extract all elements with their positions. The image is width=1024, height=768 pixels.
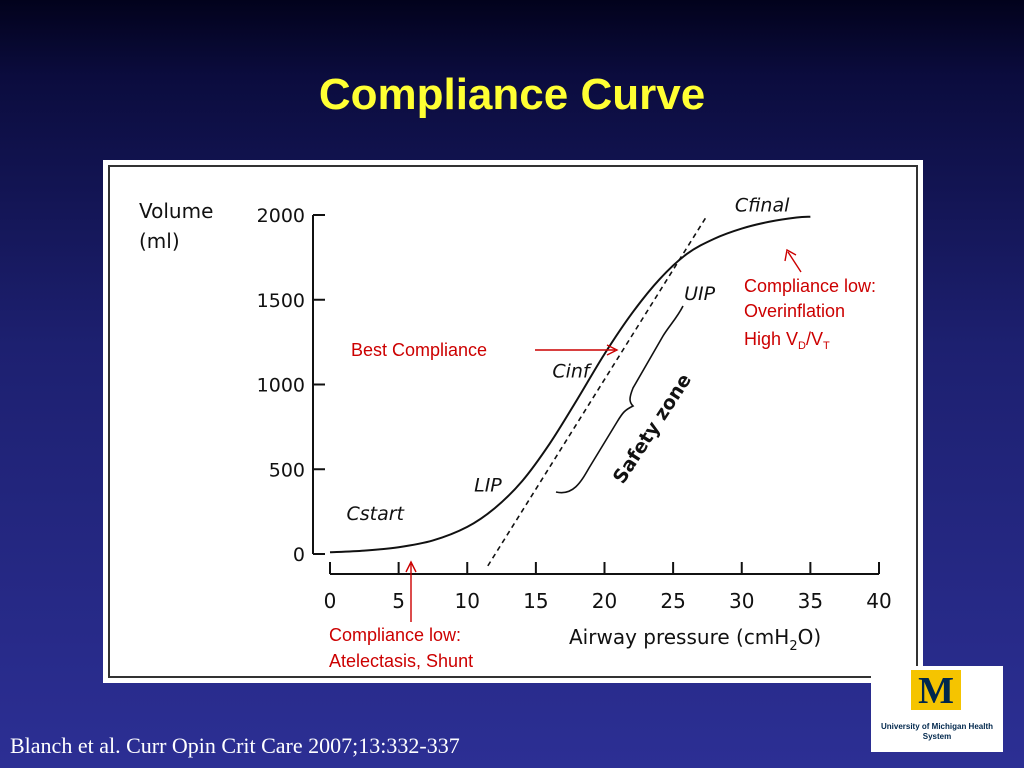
- x-tick-label: 20: [592, 589, 617, 613]
- x-tick-label: 10: [455, 589, 480, 613]
- safety-zone-brace: [555, 305, 684, 494]
- x-tick-label: 0: [324, 589, 337, 613]
- safety-zone-label: Safety zone: [609, 370, 696, 488]
- overinflation-arrow: [787, 251, 802, 273]
- x-tick-label: 40: [866, 589, 891, 613]
- logo-text: University of Michigan Health System: [880, 722, 994, 741]
- chart-plot: Cstart LIP Cinf UIP Cfinal Safety zone: [329, 195, 811, 567]
- overinflation-line3: High VD/VT: [744, 329, 830, 352]
- curve-label-lip: LIP: [474, 474, 502, 496]
- x-axis-label: Airway pressure (cmH2O): [569, 625, 821, 654]
- y-tick-label: 1000: [257, 375, 305, 397]
- x-tick-label: 5: [392, 589, 405, 613]
- y-axis-unit: (ml): [139, 229, 180, 253]
- best-compliance-arrowhead: [606, 344, 619, 356]
- figure-frame: [108, 165, 918, 678]
- x-tick-label: 15: [523, 589, 548, 613]
- overinflation-line2: Overinflation: [744, 301, 845, 321]
- x-tick-label: 35: [798, 589, 823, 613]
- atelectasis-arrowhead: [405, 560, 417, 573]
- y-tick-label: 0: [293, 544, 305, 566]
- block-m-icon: M: [911, 670, 961, 712]
- curve-label-cinf: Cinf: [552, 361, 593, 383]
- x-tick-label: 30: [729, 589, 754, 613]
- university-logo: M University of Michigan Health System: [871, 666, 1003, 752]
- curve-label-cstart: Cstart: [346, 503, 405, 525]
- compliance-chart: 0 500 1000 1500 2000 0 5 10 15 20 25 30 35 40 Volume (m…: [108, 165, 918, 678]
- x-tick-label: 25: [660, 589, 685, 613]
- compliance-chart-panel: 0 500 1000 1500 2000 0 5 10 15 20 25 30 35 40 Volume (m…: [103, 160, 923, 683]
- compliance-curve: [329, 215, 811, 554]
- y-tick-label: 2000: [257, 205, 305, 227]
- curve-label-uip: UIP: [684, 283, 716, 305]
- overinflation-arrowhead: [784, 248, 797, 262]
- curve-label-cfinal: Cfinal: [735, 195, 790, 217]
- y-axis-label: Volume: [139, 199, 213, 223]
- atelectasis-line1: Compliance low:: [329, 625, 461, 645]
- best-compliance-label: Best Compliance: [351, 340, 487, 360]
- overinflation-line1: Compliance low:: [744, 276, 876, 296]
- chart-annotations: Best Compliance Compliance low: Overinflat…: [329, 248, 876, 671]
- tangent-line: [487, 214, 709, 567]
- slide-title: Compliance Curve: [318, 70, 706, 119]
- y-tick-label: 1500: [257, 290, 305, 312]
- y-tick-label: 500: [269, 459, 305, 481]
- chart-axes: 0 500 1000 1500 2000 0 5 10 15 20 25 30 35 40 Volume (m…: [139, 199, 892, 654]
- atelectasis-line2: Atelectasis, Shunt: [329, 651, 473, 671]
- citation: Blanch et al. Curr Opin Crit Care 2007;1…: [10, 733, 460, 758]
